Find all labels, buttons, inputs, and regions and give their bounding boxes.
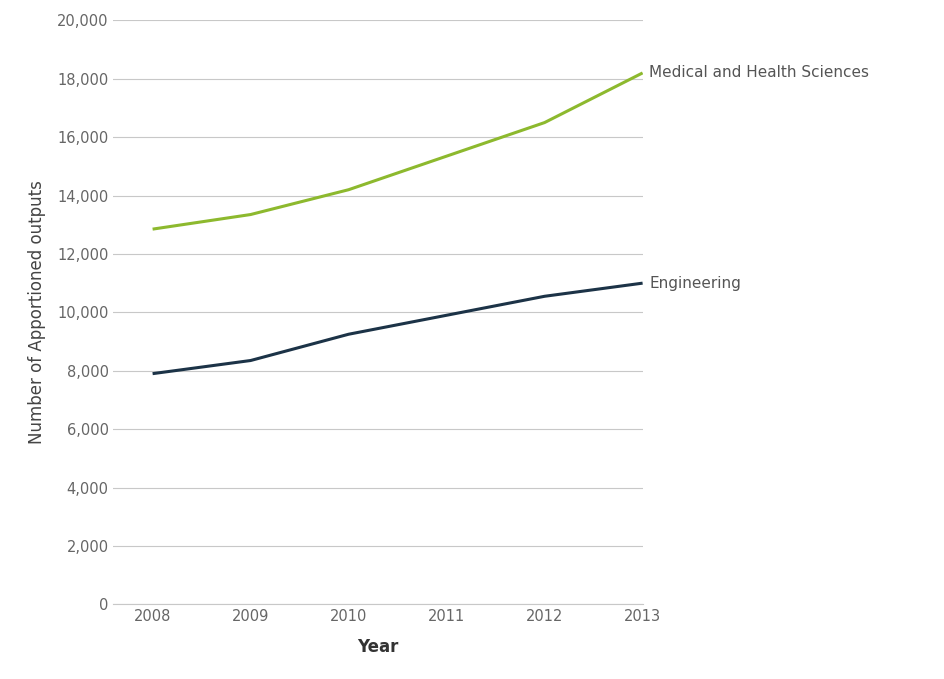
X-axis label: Year: Year <box>357 638 398 656</box>
Text: Medical and Health Sciences: Medical and Health Sciences <box>649 65 868 80</box>
Text: Engineering: Engineering <box>649 276 740 291</box>
Y-axis label: Number of Apportioned outputs: Number of Apportioned outputs <box>28 181 46 444</box>
